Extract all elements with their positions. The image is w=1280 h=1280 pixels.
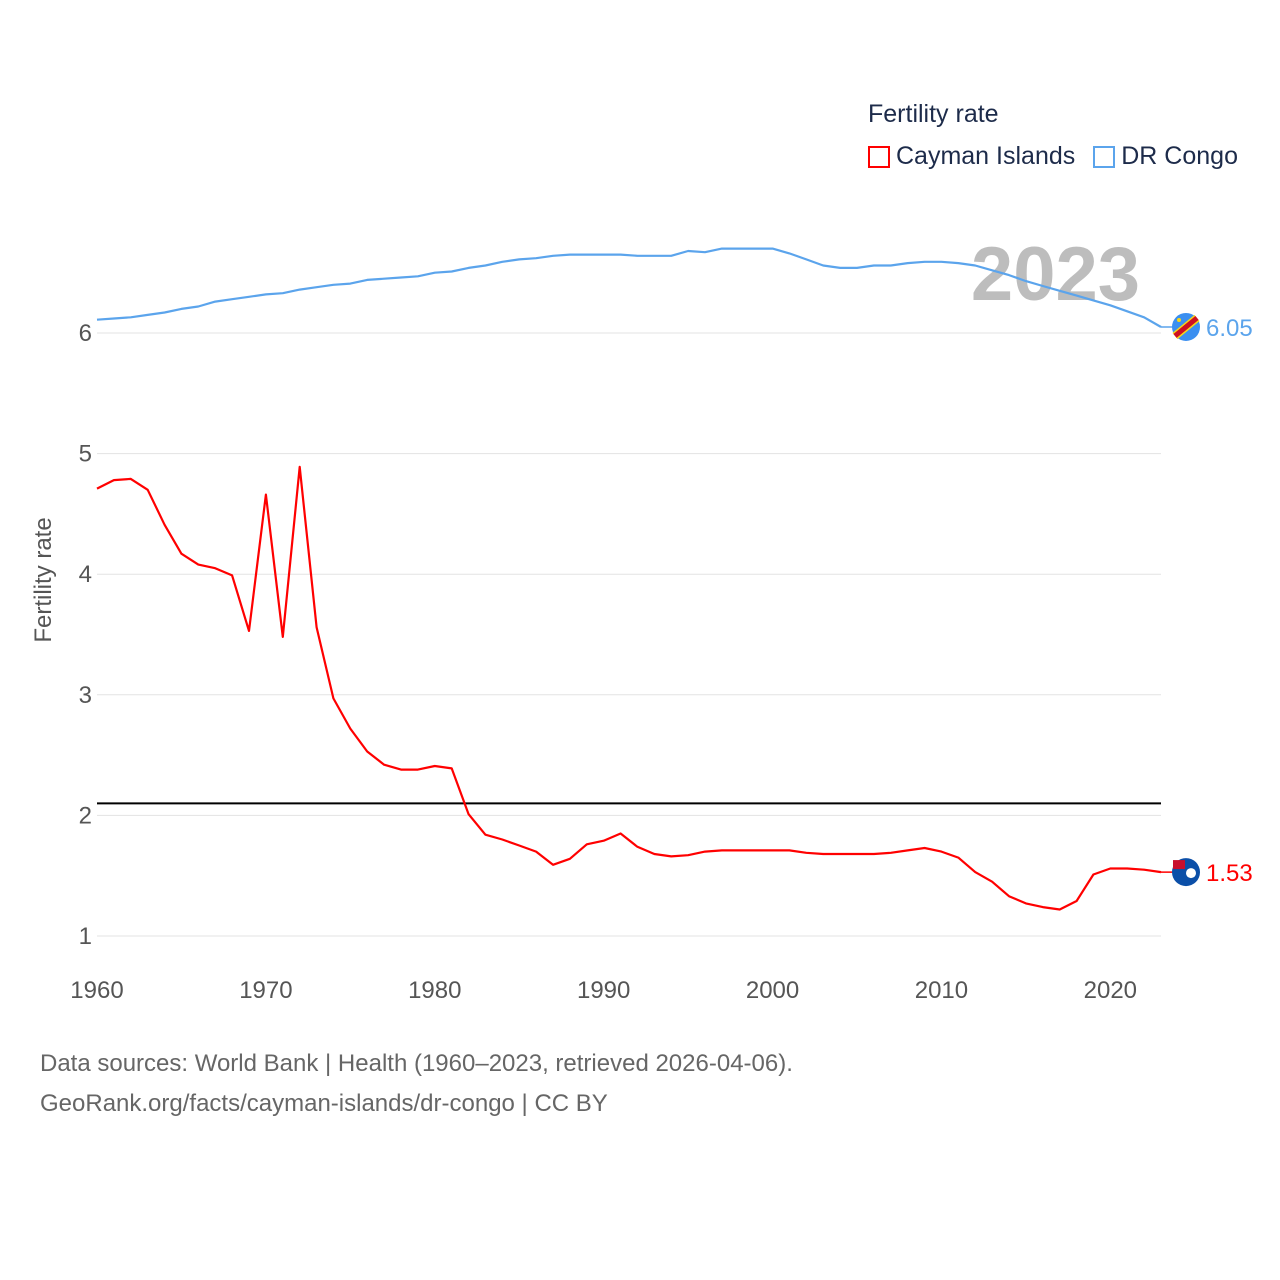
end-value-label: 1.53 (1206, 860, 1253, 887)
source-link[interactable]: GeoRank.org/facts/cayman-islands/dr-cong… (40, 1090, 608, 1117)
cayman-islands-flag-icon (1172, 858, 1200, 887)
x-tick-label: 2000 (746, 977, 799, 1004)
x-tick-label: 1970 (239, 977, 292, 1004)
legend-title: Fertility rate (868, 100, 999, 128)
legend-swatch-blue (1093, 145, 1116, 168)
footer: Data sources: World Bank | Health (1960–… (40, 1044, 793, 1124)
x-tick-label: 2010 (915, 977, 968, 1004)
y-tick-label: 3 (79, 682, 92, 709)
x-tick-label: 1960 (70, 977, 123, 1004)
data-sources: Data sources: World Bank | Health (1960–… (40, 1050, 793, 1077)
y-tick-label: 5 (79, 441, 92, 468)
legend-item-cayman-islands[interactable]: Cayman Islands (868, 142, 1075, 171)
y-tick-label: 2 (79, 802, 92, 829)
legend-item-dr-congo[interactable]: DR Congo (1093, 142, 1238, 171)
year-watermark: 2023 (971, 232, 1140, 317)
x-tick-label: 1980 (408, 977, 461, 1004)
legend-label: DR Congo (1121, 142, 1238, 170)
y-tick-label: 1 (79, 923, 92, 950)
series-line-cayman-islands (96, 465, 1162, 911)
flag-star (1177, 317, 1181, 322)
end-value-label: 6.05 (1206, 315, 1253, 342)
y-axis-label: Fertility rate (30, 517, 57, 642)
y-tick-label: 6 (79, 320, 92, 347)
dr-congo-flag-icon (1172, 312, 1200, 341)
legend-swatch-red (868, 145, 890, 168)
series-line-dr-congo (96, 247, 1162, 328)
flag-union-jack (1173, 860, 1185, 870)
x-tick-label: 2020 (1084, 977, 1137, 1004)
flag-emblem (1186, 868, 1196, 879)
legend-label: Cayman Islands (896, 142, 1076, 170)
flag-stripe (1173, 316, 1199, 338)
legend: Cayman Islands DR Congo (868, 142, 1238, 171)
y-tick-label: 4 (79, 561, 92, 588)
x-tick-label: 1990 (577, 977, 630, 1004)
